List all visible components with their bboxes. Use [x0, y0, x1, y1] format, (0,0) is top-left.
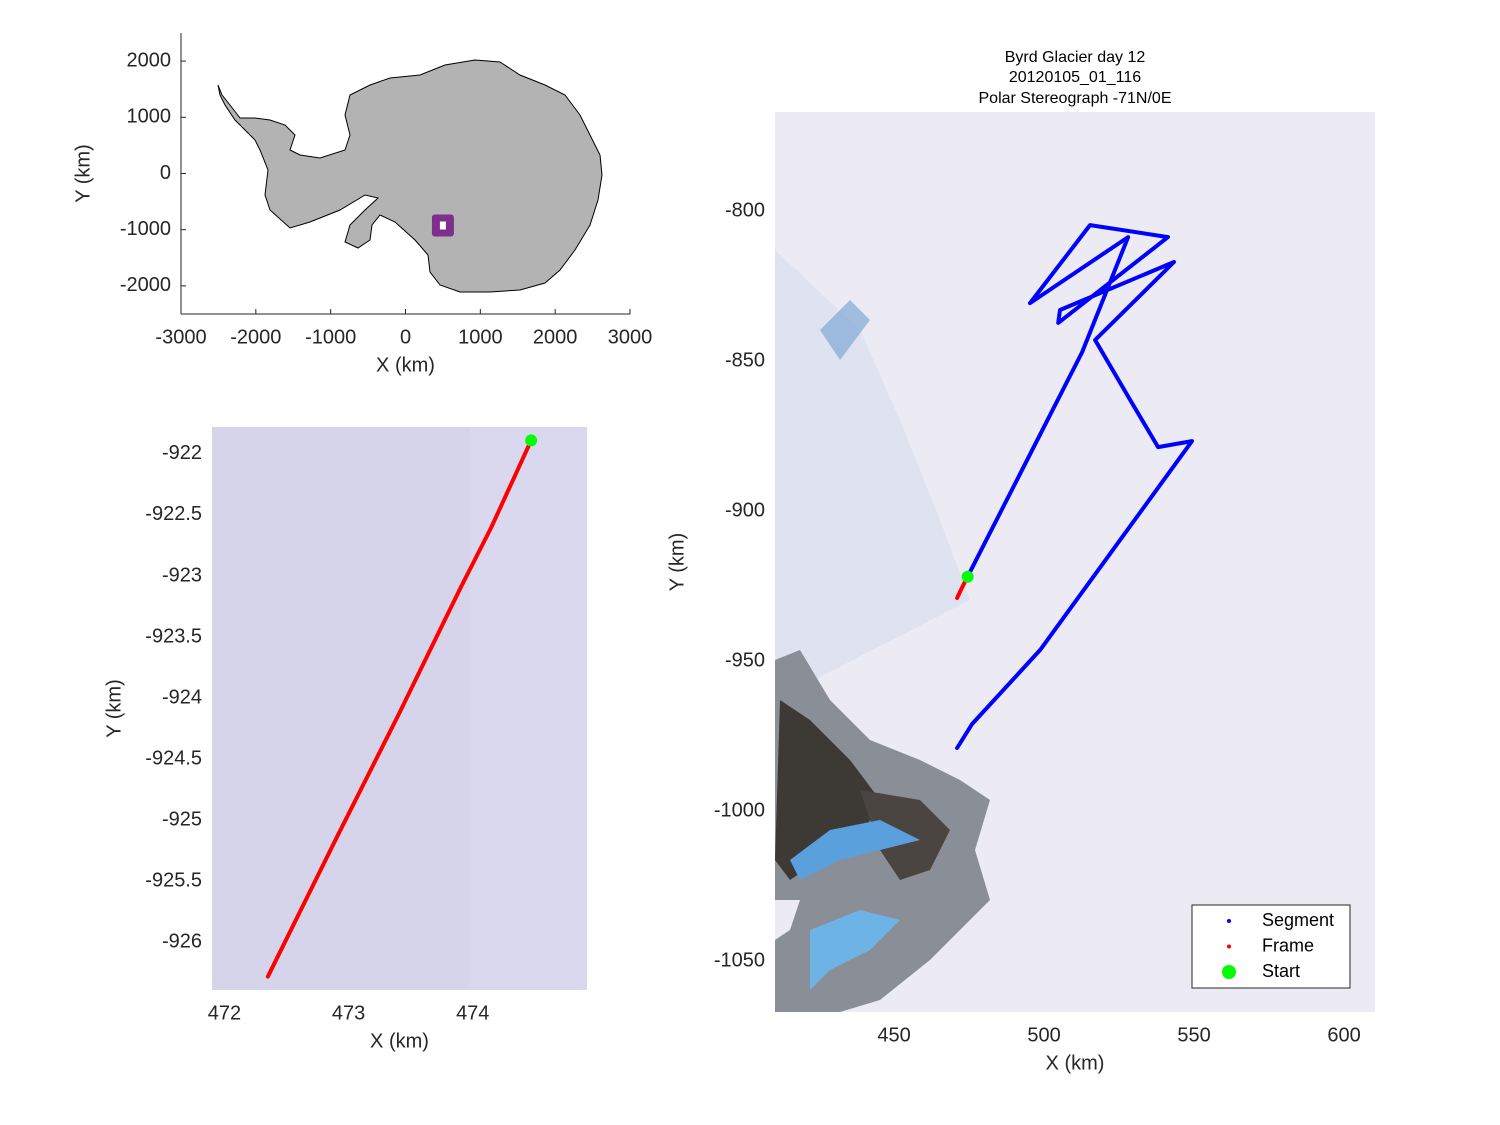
x-tick-label: 1000	[458, 326, 503, 348]
x-tick-label: -3000	[155, 326, 206, 348]
start-marker	[525, 434, 538, 447]
legend-label: Segment	[1262, 910, 1334, 930]
x-tick-label: 472	[208, 1002, 241, 1024]
legend-label: Frame	[1262, 935, 1314, 955]
x-axis-label: X (km)	[1046, 1052, 1105, 1074]
y-axis-label: Y (km)	[103, 679, 125, 738]
x-tick-label: 474	[456, 1002, 489, 1024]
y-axis-label: Y (km)	[666, 533, 688, 592]
y-tick-label: -2000	[120, 274, 171, 296]
x-tick-label: 550	[1177, 1024, 1210, 1046]
legend-box	[1191, 904, 1351, 989]
y-tick-label: -1050	[714, 949, 765, 971]
track-line	[955, 223, 1194, 750]
x-tick-label: 450	[877, 1024, 910, 1046]
image-background	[470, 427, 587, 990]
y-tick-label: -923	[162, 564, 202, 586]
x-axis-label: X (km)	[370, 1030, 429, 1052]
continent-outline	[217, 59, 603, 293]
y-tick-label: -922	[162, 442, 202, 464]
y-tick-label: -900	[725, 499, 765, 521]
legend-marker	[1227, 944, 1231, 949]
legend-marker	[1222, 965, 1236, 979]
legend-marker	[1227, 919, 1231, 923]
y-tick-label: -926	[162, 931, 202, 953]
x-tick-label: -1000	[305, 326, 356, 348]
y-tick-label: 0	[160, 162, 171, 184]
title-line: Byrd Glacier day 12	[1005, 49, 1146, 66]
x-tick-label: 2000	[533, 326, 578, 348]
track-line	[265, 438, 534, 979]
x-tick-label: 473	[332, 1002, 365, 1024]
x-tick-label: 600	[1327, 1024, 1360, 1046]
y-tick-label: -950	[725, 649, 765, 671]
y-tick-label: -800	[725, 199, 765, 221]
legend-label: Start	[1262, 961, 1300, 981]
y-tick-label: -850	[725, 349, 765, 371]
y-tick-label: -1000	[714, 799, 765, 821]
y-tick-label: -925	[162, 809, 202, 831]
start-marker	[961, 570, 974, 583]
y-tick-label: -924	[162, 686, 202, 708]
title-line: Polar Stereograph -71N/0E	[979, 90, 1172, 107]
title-line: 20120105_01_116	[1009, 69, 1141, 86]
x-tick-label: 3000	[608, 326, 653, 348]
y-tick-label: -923.5	[145, 625, 202, 647]
y-tick-label: -1000	[120, 218, 171, 240]
y-tick-label: 1000	[127, 106, 172, 128]
y-axis-label: Y (km)	[72, 144, 94, 203]
title: Byrd Glacier day 12 20120105_01_116 Pola…	[979, 49, 1172, 107]
x-tick-label: 0	[400, 326, 411, 348]
x-tick-label: -2000	[230, 326, 281, 348]
y-tick-label: -924.5	[145, 747, 202, 769]
satellite-image	[775, 112, 1375, 1012]
x-tick-label: 500	[1027, 1024, 1060, 1046]
y-tick-label: 2000	[127, 49, 172, 71]
y-tick-label: -922.5	[145, 503, 202, 525]
y-tick-label: -925.5	[145, 870, 202, 892]
location-box-inner	[439, 221, 446, 230]
x-axis-label: X (km)	[376, 354, 435, 376]
